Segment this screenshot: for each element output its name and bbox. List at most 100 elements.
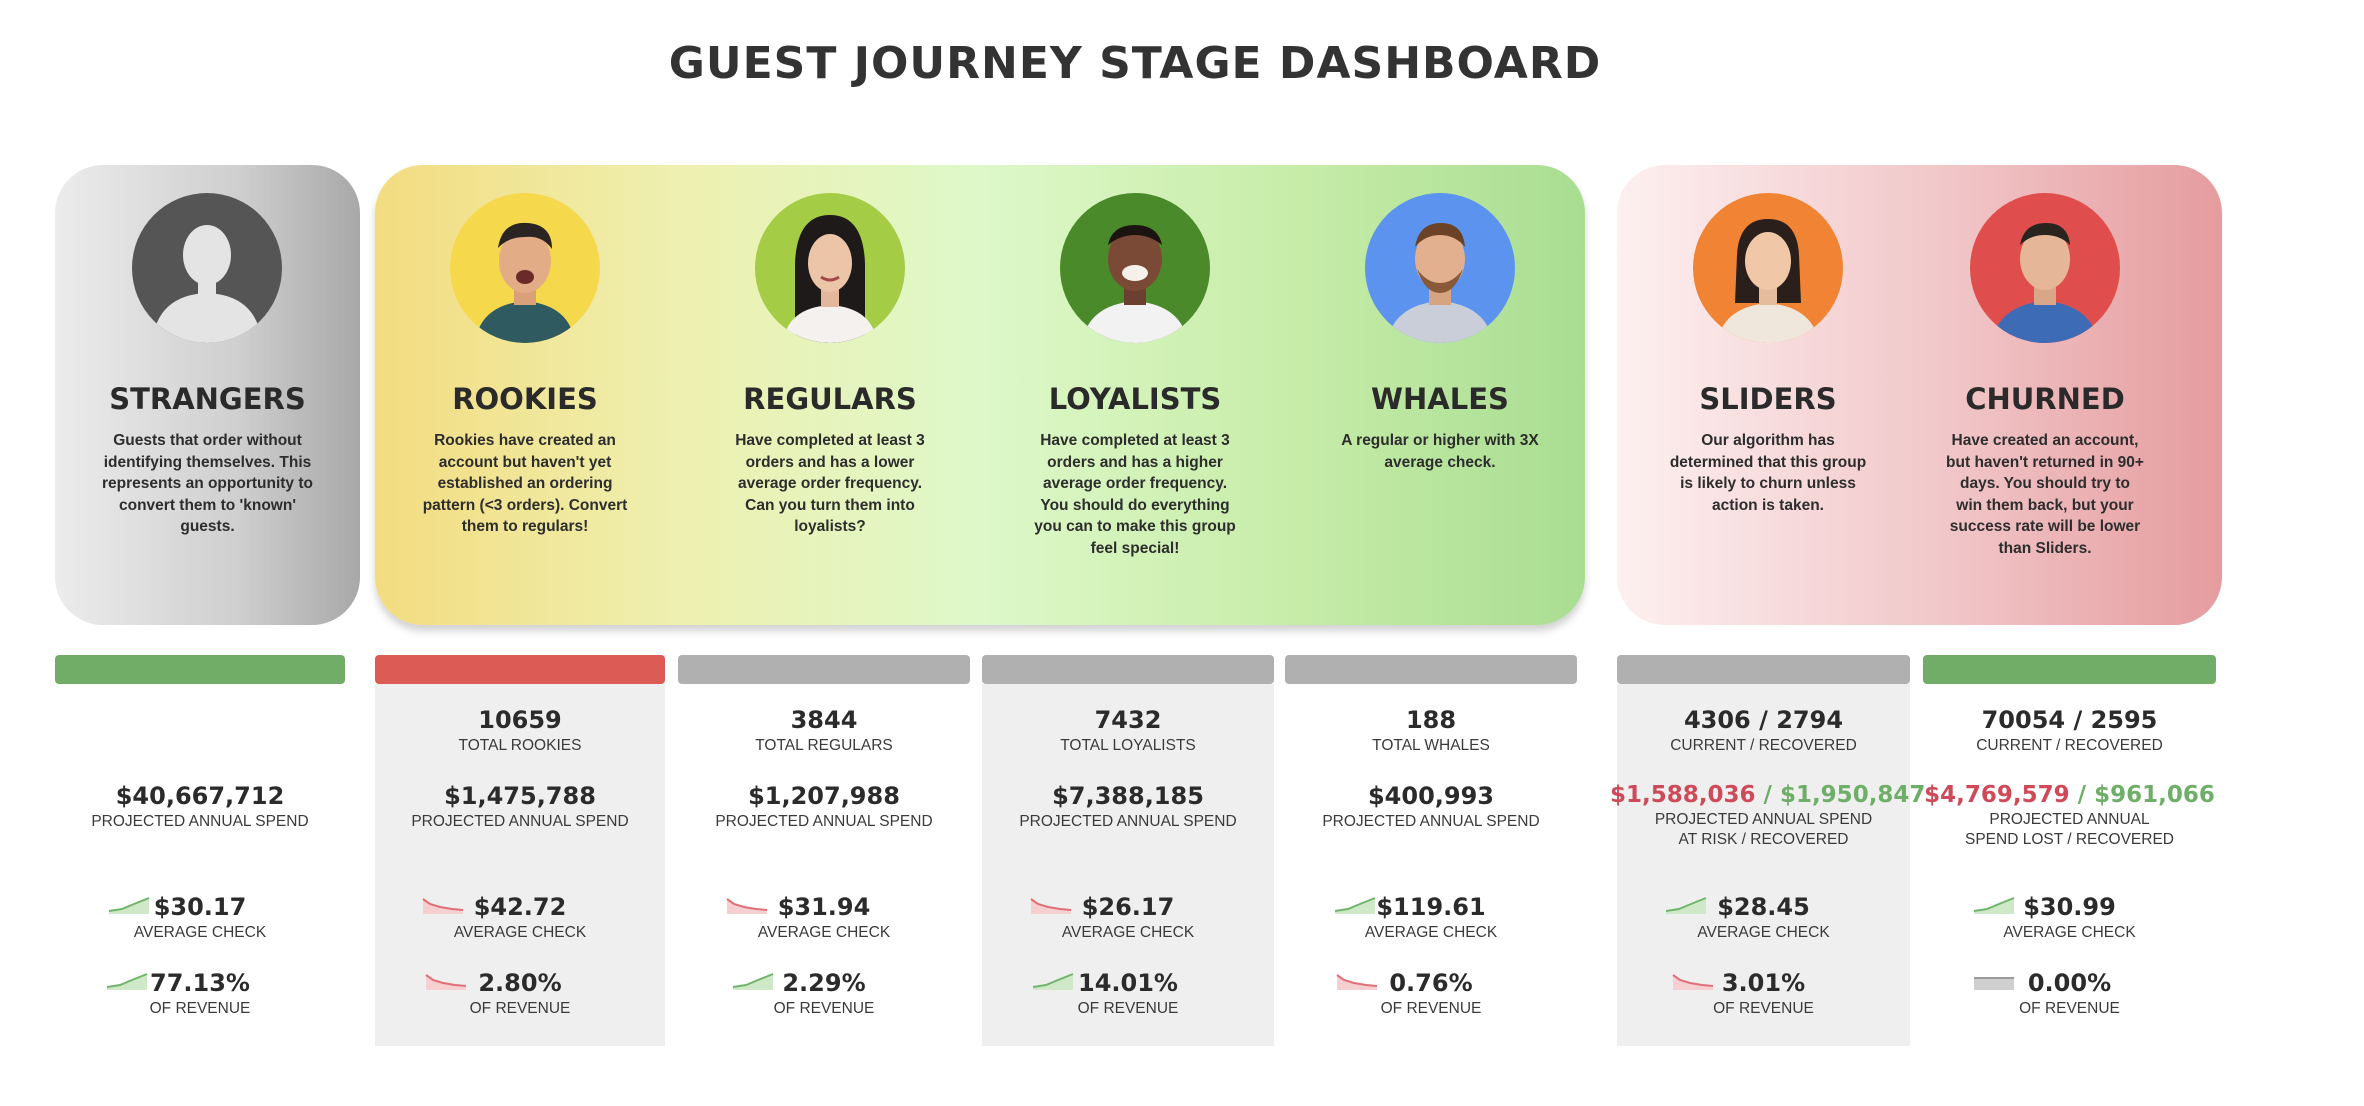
average-check-metric: $30.99 AVERAGE CHECK [1923,893,2216,943]
revenue-label: OF REVENUE [1380,1000,1482,1017]
spend-metric: $1,588,036 / $1,950,847 PROJECTED ANNUAL… [1610,782,1925,850]
revenue-trend-icon [1974,977,2014,990]
spend-metric: $40,667,712 PROJECTED ANNUAL SPEND [55,782,345,832]
average-check-metric: $30.17 AVERAGE CHECK [55,893,345,943]
average-check-trend-icon [726,898,768,914]
total-label: CURRENT / RECOVERED [1670,737,1857,754]
stage-sliders: SLIDERS Our algorithm has determined tha… [1668,165,1868,625]
revenue-value: 2.29% [782,969,866,997]
average-check-metric: $119.61 AVERAGE CHECK [1285,893,1577,943]
stage-rookies: ROOKIES Rookies have created an account … [420,165,630,625]
spend-metric: $1,207,988 PROJECTED ANNUAL SPEND [678,782,970,832]
sparkline-area [423,899,463,914]
stage-title: WHALES [1371,382,1509,416]
revenue-label: OF REVENUE [2019,1000,2120,1017]
spend-value: $400,993 [1367,782,1494,810]
metrics-card-rookies [375,684,665,1046]
sliders-avatar [1693,193,1843,343]
total-metric: 3844 TOTAL REGULARS [678,706,970,756]
stage-description: Have completed at least 3 orders and has… [735,432,925,535]
sparkline-line [1032,973,1074,988]
stage-loyalists: LOYALISTS Have completed at least 3 orde… [1030,165,1240,625]
average-check-trend-icon [1665,897,1707,914]
average-check-label: AVERAGE CHECK [1364,924,1498,941]
metrics-card-loyalists [982,684,1274,1046]
revenue-value: 2.80% [478,969,562,997]
total-value: 70054 / 2595 [1981,706,2158,734]
average-check-label: AVERAGE CHECK [2003,924,2136,941]
total-label: TOTAL REGULARS [755,737,893,754]
sparkline-line [1665,897,1707,912]
status-bar-churned [1923,655,2216,684]
spend-label: PROJECTED ANNUAL SPEND [1322,813,1540,830]
churned-avatar [1970,193,2120,343]
average-check-value: $119.61 [1376,893,1486,921]
spend-metric: $4,769,579 / $961,066 PROJECTED ANNUAL S… [1918,782,2221,850]
silhouette-icon [132,193,282,343]
average-check-value: $31.94 [777,893,871,921]
revenue-label: OF REVENUE [773,1000,875,1017]
revenue-value: 3.01% [1721,969,1806,997]
stage-title: LOYALISTS [1048,382,1222,416]
spend-value: $1,207,988 [748,782,900,810]
revenue-value: 77.13% [150,969,250,997]
stage-description: A regular or higher with 3X average chec… [1341,432,1539,471]
regulars-avatar [755,193,905,343]
status-bar-regulars [678,655,970,684]
stage-title: CHURNED [1965,382,2125,416]
total-label: TOTAL LOYALISTS [1060,737,1196,754]
average-check-trend-icon [108,897,150,914]
average-check-metric: $26.17 AVERAGE CHECK [982,893,1274,943]
stage-title: STRANGERS [109,382,306,416]
stage-churned: CHURNED Have created an account, but hav… [1945,165,2145,625]
person-photo-icon [450,193,600,343]
loyalists-avatar [1060,193,1210,343]
spend-value: $1,475,788 [444,782,596,810]
total-label: TOTAL ROOKIES [458,737,582,754]
stage-description: Our algorithm has determined that this g… [1669,432,1867,514]
average-check-metric: $31.94 AVERAGE CHECK [678,893,970,943]
status-bar-strangers [55,655,345,684]
metrics-card-sliders [1617,684,1910,1046]
revenue-trend-icon [1672,974,1714,990]
revenue-trend-icon [1032,973,1074,990]
total-value: 3844 [790,706,858,734]
sparkline-line [1973,897,2015,912]
revenue-label: OF REVENUE [469,1000,571,1017]
average-check-trend-icon [422,898,464,914]
revenue-label: OF REVENUE [1713,1000,1814,1017]
status-bar-rookies [375,655,665,684]
stage-regulars: REGULARS Have completed at least 3 order… [725,165,935,625]
total-metric: 70054 / 2595 CURRENT / RECOVERED [1923,706,2216,756]
person-photo-icon [1060,193,1210,343]
total-metric: 188 TOTAL WHALES [1285,706,1577,756]
stage-title: REGULARS [743,382,917,416]
spend-metric: $1,475,788 PROJECTED ANNUAL SPEND [375,782,665,832]
average-check-label: AVERAGE CHECK [453,924,587,941]
revenue-metric: 2.80% OF REVENUE [375,969,665,1019]
spend-label: PROJECTED ANNUAL SPEND [1019,813,1237,830]
total-metric: 7432 TOTAL LOYALISTS [982,706,1274,756]
sparkline-area [1673,975,1713,990]
spend-label: PROJECTED ANNUAL SPEND [411,813,629,830]
person-photo-icon [1365,193,1515,343]
average-check-value: $28.45 [1717,893,1810,921]
revenue-metric: 2.29% OF REVENUE [678,969,970,1019]
sparkline-line [106,973,148,988]
spend-lost-value: $4,769,579 [1924,782,2070,808]
total-value: 4306 / 2794 [1683,706,1844,734]
average-check-trend-icon [1030,898,1072,914]
stage-title: SLIDERS [1699,382,1837,416]
status-bar-sliders [1617,655,1910,684]
stage-description: Guests that order without identifying th… [102,432,313,535]
revenue-metric: 77.13% OF REVENUE [55,969,345,1019]
spend-label: PROJECTED ANNUAL [1989,811,2150,828]
revenue-value: 0.00% [2027,969,2112,997]
sparkline-area [1337,975,1377,990]
page-title: GUEST JOURNEY STAGE DASHBOARD [668,38,1602,89]
revenue-metric: 3.01% OF REVENUE [1617,969,1910,1019]
strangers-avatar [132,193,282,343]
revenue-label: OF REVENUE [149,1000,251,1017]
sparkline-line [1672,974,1714,987]
average-check-trend-icon [1334,897,1376,914]
